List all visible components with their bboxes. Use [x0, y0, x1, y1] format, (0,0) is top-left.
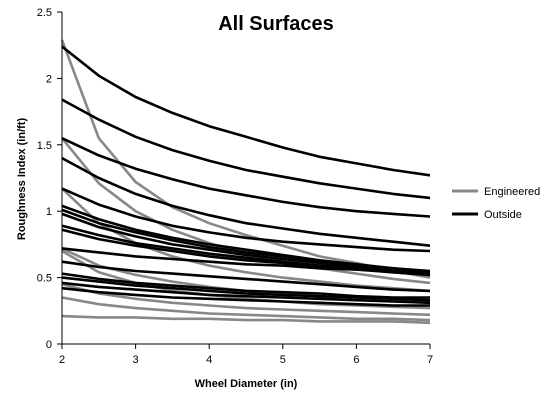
y-tick-label: 0	[46, 339, 52, 351]
y-tick-label: 2	[46, 73, 52, 85]
x-tick-label: 5	[280, 354, 286, 366]
y-tick-label: 0.5	[37, 273, 52, 285]
series-line-engineered-7	[61, 296, 431, 322]
y-tick-label: 2.5	[37, 7, 52, 19]
series-line-outside-15	[61, 208, 431, 274]
series-line-outside-19	[61, 247, 431, 274]
chart-title: All Surfaces	[218, 13, 334, 35]
legend: Engineered Outside	[452, 186, 540, 221]
x-tick-label: 2	[59, 354, 65, 366]
series-line-outside-20	[61, 260, 431, 293]
series-line-outside-23	[61, 281, 431, 305]
series-line-outside-22	[61, 276, 431, 302]
legend-label-engineered: Engineered	[484, 186, 540, 198]
series-line-outside-12	[61, 156, 431, 247]
x-axis-label: Wheel Diameter (in)	[195, 378, 298, 390]
series-line-engineered-3	[61, 187, 431, 293]
y-tick-label: 1.5	[37, 140, 52, 152]
series-line-outside-10	[61, 98, 431, 200]
x-tick-label: 4	[206, 354, 212, 366]
x-tick-label: 6	[353, 354, 359, 366]
series-line-outside-9	[61, 45, 431, 177]
series-line-engineered-6	[61, 282, 431, 317]
x-tick-label: 7	[427, 354, 433, 366]
plot-lines	[60, 39, 431, 325]
series-line-outside-13	[61, 187, 431, 253]
axes: 0 0.5 1 1.5 2 2.5 2 3 4 5 6 7	[37, 7, 433, 366]
series-line-outside-11	[61, 137, 431, 218]
series-line-engineered-8	[61, 314, 431, 325]
legend-label-outside: Outside	[484, 209, 522, 221]
series-line-outside-24	[61, 286, 430, 307]
x-tick-label: 3	[133, 354, 139, 366]
y-tick-label: 1	[46, 206, 52, 218]
y-axis-label: Roughness Index (in/ft)	[16, 118, 28, 241]
